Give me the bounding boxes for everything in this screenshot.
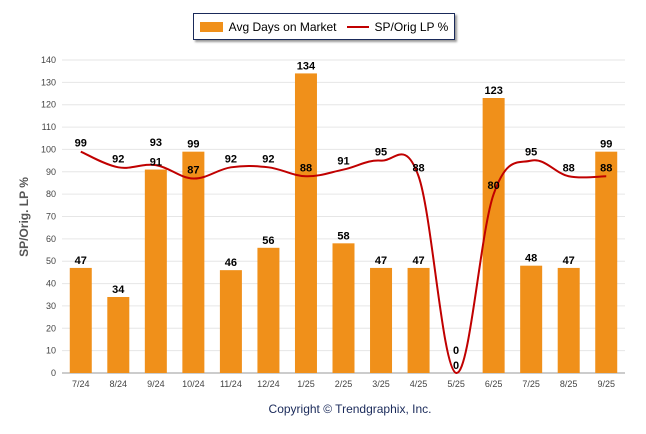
- line-data-label: 88: [600, 162, 612, 174]
- y-tick-label: 70: [46, 212, 56, 222]
- bar: [595, 151, 618, 373]
- x-tick-label: 5/25: [447, 379, 465, 389]
- bar: [69, 267, 92, 373]
- copyright: Copyright © Trendgraphix, Inc.: [268, 402, 432, 416]
- bar-data-label: 134: [297, 60, 316, 72]
- bar: [257, 247, 280, 373]
- bar-data-label: 123: [484, 85, 502, 97]
- x-tick-label: 6/25: [485, 379, 503, 389]
- bar-data-label: 99: [600, 139, 612, 151]
- y-tick-label: 110: [42, 122, 56, 132]
- line-data-label: 87: [187, 164, 199, 176]
- line-data-label: 88: [563, 162, 575, 174]
- bar-data-label: 0: [453, 360, 459, 372]
- y-tick-label: 60: [46, 234, 56, 244]
- x-tick-label: 2/25: [335, 379, 353, 389]
- x-tick-label: 7/25: [522, 379, 540, 389]
- bar-data-label: 58: [337, 230, 349, 242]
- y-tick-label: 40: [46, 279, 56, 289]
- legend-item-bars: Avg Days on Market: [199, 20, 337, 34]
- line-data-label: 93: [150, 137, 162, 149]
- y-tick-label: 90: [46, 167, 56, 177]
- line-swatch: [346, 26, 369, 29]
- y-tick-label: 140: [41, 55, 56, 65]
- y-tick-label: 0: [51, 368, 56, 378]
- bar-data-label: 47: [412, 255, 424, 267]
- line-series: [80, 150, 607, 375]
- x-tick-label: 1/25: [297, 379, 315, 389]
- bar-data-label: 56: [262, 235, 274, 247]
- y-tick-label: 100: [41, 144, 56, 154]
- bar: [182, 151, 205, 373]
- y-tick-label: 50: [46, 256, 56, 266]
- line-data-label: 95: [525, 147, 537, 159]
- bar: [219, 270, 242, 373]
- line-data-label: 91: [337, 156, 349, 168]
- line-data-label: 92: [262, 153, 274, 165]
- bar: [144, 169, 167, 373]
- line-data-label: 88: [412, 162, 424, 174]
- line-data-label: 99: [75, 138, 87, 150]
- bar: [107, 296, 130, 373]
- bar: [482, 98, 505, 373]
- bar: [370, 267, 393, 373]
- y-axis-title: SP/Orig. LP %: [17, 177, 31, 257]
- bar-data-label: 91: [150, 157, 162, 169]
- x-tick-label: 10/24: [182, 379, 205, 389]
- line-data-label: 88: [300, 162, 312, 174]
- bar: [332, 243, 355, 373]
- line-data-label: 0: [453, 345, 459, 357]
- bar-data-label: 47: [75, 255, 87, 267]
- bar-data-label: 48: [525, 253, 537, 265]
- x-tick-label: 9/24: [147, 379, 165, 389]
- y-tick-label: 80: [46, 189, 56, 199]
- legend-item-line: SP/Orig LP %: [346, 20, 448, 34]
- y-tick-label: 30: [46, 301, 56, 311]
- bar: [294, 73, 317, 374]
- y-tick-label: 130: [41, 77, 56, 87]
- legend: Avg Days on Market SP/Orig LP %: [193, 13, 455, 40]
- bar-data-label: 47: [375, 255, 387, 267]
- bar-data-label: 47: [563, 255, 575, 267]
- x-tick-label: 7/24: [72, 379, 90, 389]
- y-tick-label: 120: [41, 100, 56, 110]
- x-tick-label: 3/25: [372, 379, 390, 389]
- x-tick-label: 11/24: [220, 379, 242, 389]
- bar-swatch: [199, 22, 223, 33]
- y-tick-label: 20: [46, 323, 56, 333]
- line-data-label: 80: [488, 180, 500, 192]
- x-tick-label: 9/25: [597, 379, 615, 389]
- x-tick-label: 4/25: [410, 379, 428, 389]
- bar-data-label: 34: [112, 284, 125, 296]
- x-tick-label: 12/24: [257, 379, 280, 389]
- x-tick-label: 8/25: [560, 379, 578, 389]
- bar: [407, 267, 430, 373]
- line-data-label: 92: [225, 153, 237, 165]
- line-data-label: 95: [375, 147, 387, 159]
- x-tick-label: 8/24: [110, 379, 128, 389]
- bar: [557, 267, 580, 373]
- line-data-label: 92: [112, 153, 124, 165]
- bar-data-label: 99: [187, 139, 199, 151]
- y-tick-label: 10: [46, 346, 56, 356]
- bar-data-label: 46: [225, 257, 237, 269]
- bar: [520, 265, 543, 373]
